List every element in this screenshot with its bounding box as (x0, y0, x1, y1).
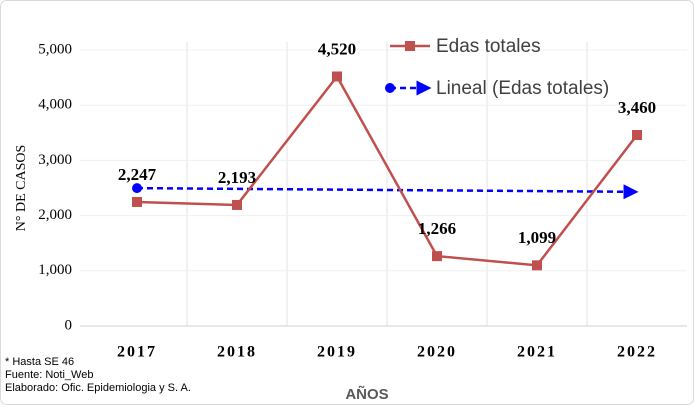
point-marker (632, 130, 642, 141)
data-label: 2,193 (218, 168, 256, 187)
y-axis-label: N° DE CASOS (14, 145, 29, 232)
x-tick-label: 2021 (517, 344, 557, 361)
x-tick-label: 2019 (317, 344, 357, 361)
y-tick-label: 1,000 (38, 262, 72, 278)
y-tick-label: 0 (65, 317, 73, 333)
series-line (136, 74, 638, 267)
note: * Hasta SE 46 (5, 356, 74, 368)
trend-marker (132, 183, 142, 194)
x-tick-label: 2017 (117, 344, 157, 361)
data-label: 3,460 (618, 98, 656, 117)
data-label: 2,247 (118, 165, 157, 184)
y-tick-label: 2,000 (38, 207, 72, 223)
point-marker (432, 251, 442, 262)
x-tick-label: 2018 (217, 344, 257, 361)
y-tick-label: 3,000 (38, 152, 72, 168)
point-marker (232, 199, 242, 210)
point-marker (332, 71, 342, 82)
point-marker (532, 260, 542, 271)
legend-swatch (385, 83, 395, 93)
legend-label: Edas totales (436, 36, 541, 57)
legend-label: Lineal (Edas totales) (436, 78, 609, 99)
legend-swatch (405, 41, 415, 51)
point-marker (132, 196, 142, 207)
data-label: 1,266 (418, 219, 456, 238)
y-tick-label: 4,000 (38, 97, 72, 113)
x-tick-label: 2020 (417, 344, 457, 361)
x-axis-label: AÑOS (345, 385, 388, 403)
trend-line (136, 184, 639, 200)
data-label: 4,520 (318, 39, 356, 58)
x-tick-label: 2022 (617, 344, 657, 361)
y-tick-label: 5,000 (38, 41, 72, 57)
note: Fuente: Noti_Web (5, 369, 93, 381)
data-label: 1,099 (518, 228, 556, 247)
note: Elaborado: Ofic. Epidemiologia y S. A. (5, 382, 191, 394)
